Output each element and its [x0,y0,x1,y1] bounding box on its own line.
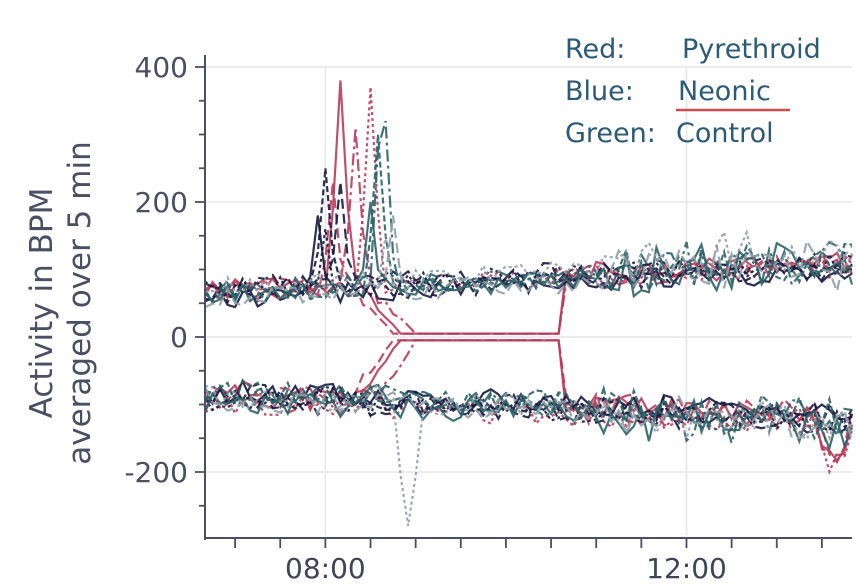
legend-group-red: Red: [565,34,625,65]
series-line-green-upper [204,215,853,309]
legend: Red: Pyrethroid Blue: Neonic Green: Cont… [565,34,821,149]
y-tick-label: 0 [170,321,188,354]
series-line-red-upper [204,127,853,335]
axes [195,55,852,548]
legend-name-control: Control [676,118,774,149]
x-tick-label: 08:00 [285,552,366,584]
y-tick-label: -200 [124,456,188,489]
series-line-blue-upper [204,168,853,305]
y-tick-label: 200 [135,186,188,219]
series-line-green-lower [203,383,854,452]
x-tick-label: 12:00 [646,552,727,584]
series-line-green-lower [204,386,854,443]
series-line-green-upper [204,229,853,298]
series-line-green-lower [204,382,854,527]
x-tick-labels: 08:00 12:00 [285,552,727,584]
y-tick-labels: 400 200 0 -200 [124,51,188,489]
series-line-green-upper [204,201,853,305]
series-line-blue-lower [204,386,853,435]
legend-group-blue: Blue: [565,76,634,107]
series-line-blue-lower [204,378,853,422]
series-line-blue-lower [204,383,853,427]
series-group-lower [203,339,854,527]
y-tick-label: 400 [135,51,188,84]
series-line-red-lower [204,387,854,476]
legend-name-neonic: Neonic [678,76,771,107]
legend-group-green: Green: [565,118,656,149]
series-line-green-upper [204,134,853,304]
y-axis-title-line2: averaged over 5 min [62,141,98,464]
series-group-upper [204,80,854,335]
legend-name-pyrethroid: Pyrethroid [682,34,821,65]
gridlines [205,66,852,535]
y-axis-title-line1: Activity in BPM [24,188,60,419]
